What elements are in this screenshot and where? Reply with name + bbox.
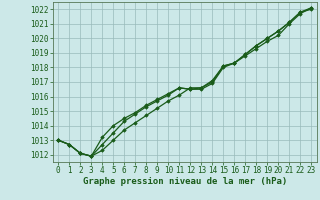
X-axis label: Graphe pression niveau de la mer (hPa): Graphe pression niveau de la mer (hPa) (83, 177, 287, 186)
